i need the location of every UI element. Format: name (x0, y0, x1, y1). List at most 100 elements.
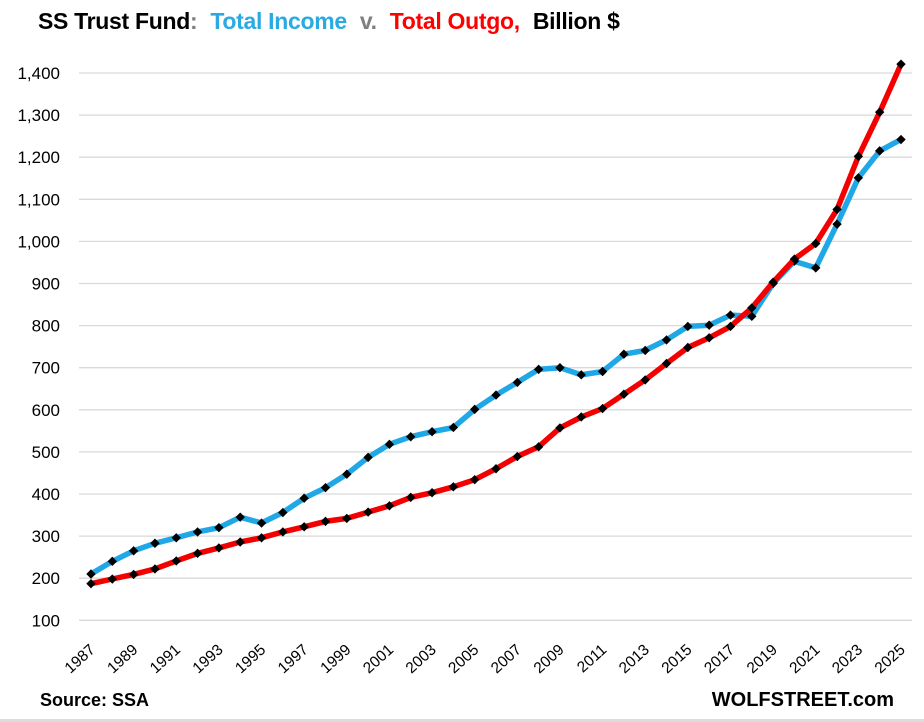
marker-diamond-total-outgo (384, 501, 395, 511)
marker-diamond-total-outgo (661, 358, 672, 369)
marker-diamond-total-income (683, 321, 693, 332)
marker-diamond-total-outgo (448, 482, 459, 492)
marker-diamond-total-outgo (299, 522, 309, 532)
marker-diamond-total-income (150, 538, 160, 548)
x-axis-tick-label: 1991 (147, 641, 184, 677)
marker-diamond-total-outgo (406, 492, 416, 503)
marker-diamond-total-outgo (363, 507, 373, 517)
marker-diamond-total-outgo (832, 204, 842, 215)
y-axis-tick-label: 1,300 (17, 106, 60, 125)
marker-diamond-total-outgo (128, 569, 139, 580)
marker-diamond-total-income (342, 469, 352, 479)
marker-diamond-total-outgo (768, 277, 778, 287)
marker-diamond-total-income (86, 569, 96, 579)
marker-diamond-total-income (512, 377, 523, 388)
marker-diamond-total-outgo (533, 442, 544, 452)
marker-diamond-total-income (256, 518, 267, 528)
marker-diamond-total-income (896, 134, 906, 145)
marker-diamond-total-income (427, 426, 437, 437)
x-axis-tick-label: 2015 (659, 641, 696, 677)
marker-diamond-total-outgo (683, 342, 693, 353)
marker-diamond-total-outgo (853, 151, 864, 162)
y-axis-tick-label: 600 (32, 401, 60, 420)
marker-diamond-total-income (704, 320, 714, 330)
marker-diamond-total-outgo (150, 564, 160, 574)
marker-diamond-total-income (811, 263, 821, 273)
x-axis-tick-label: 1989 (104, 641, 141, 677)
marker-diamond-total-income (555, 363, 565, 373)
marker-diamond-total-outgo (619, 389, 629, 399)
title-suffix: Billion $ (532, 8, 620, 34)
source-label: Source: SSA (40, 690, 150, 710)
title-colon: : (190, 8, 198, 34)
marker-diamond-total-outgo (747, 303, 757, 313)
marker-diamond-total-outgo (874, 107, 885, 117)
x-axis-tick-label: 2017 (701, 641, 738, 677)
y-axis-tick-label: 1,100 (17, 190, 60, 209)
marker-diamond-total-income (363, 452, 373, 463)
marker-diamond-total-income (597, 366, 608, 377)
x-axis-tick-label: 2019 (744, 641, 781, 677)
x-axis-tick-label: 2009 (531, 641, 568, 677)
title-income-label: Total Income (210, 8, 347, 34)
x-axis-tick-label: 1987 (62, 641, 99, 677)
marker-diamond-total-income (192, 527, 203, 537)
marker-diamond-total-outgo (214, 543, 224, 553)
y-axis-tick-label: 1,000 (17, 232, 60, 251)
title-vs-label: v. (359, 8, 377, 34)
marker-diamond-total-income (107, 556, 118, 567)
marker-diamond-total-outgo (256, 533, 267, 543)
marker-diamond-total-outgo (555, 423, 565, 433)
marker-diamond-total-outgo (512, 451, 523, 462)
marker-diamond-total-outgo (896, 59, 906, 69)
marker-diamond-total-income (448, 422, 459, 433)
marker-diamond-total-income (171, 533, 181, 543)
y-axis-tick-label: 1,400 (17, 64, 60, 83)
marker-diamond-total-outgo (235, 537, 245, 547)
marker-diamond-total-income (853, 173, 864, 183)
marker-diamond-total-outgo (640, 375, 650, 385)
marker-diamond-total-income (128, 546, 139, 556)
y-axis-tick-label: 500 (32, 443, 60, 462)
x-axis-tick-label: 1999 (317, 641, 354, 677)
marker-diamond-total-income (576, 370, 586, 380)
marker-diamond-total-income (320, 482, 331, 493)
y-axis-tick-label: 200 (32, 569, 60, 588)
marker-diamond-total-income (214, 522, 224, 533)
marker-diamond-total-outgo (725, 321, 736, 332)
y-axis-tick-label: 800 (32, 317, 60, 336)
x-axis-tick-label: 2003 (403, 641, 440, 677)
marker-diamond-total-income (832, 219, 842, 229)
x-axis-tick-label: 1997 (275, 641, 312, 677)
chart-title: SS Trust Fund: Total Income v. Total Out… (38, 8, 620, 35)
marker-diamond-total-outgo (789, 254, 800, 264)
marker-diamond-total-outgo (597, 403, 608, 414)
marker-diamond-total-outgo (320, 516, 331, 527)
x-axis-tick-label: 2005 (445, 641, 482, 677)
y-axis-tick-label: 300 (32, 527, 60, 546)
x-axis-tick-label: 2007 (488, 641, 525, 677)
marker-diamond-total-income (725, 310, 736, 320)
marker-diamond-total-outgo (811, 238, 821, 249)
marker-diamond-total-outgo (469, 474, 480, 485)
y-axis-tick-label: 700 (32, 359, 60, 378)
marker-diamond-total-outgo (192, 548, 203, 559)
series-line-total-income (88, 136, 904, 577)
title-outgo-label: Total Outgo (389, 8, 514, 34)
y-axis-tick-label: 400 (32, 485, 60, 504)
x-axis-tick-label: 2025 (872, 641, 909, 677)
marker-diamond-total-income (384, 439, 395, 450)
series-line-total-outgo (88, 61, 904, 587)
x-axis-tick-label: 2021 (786, 641, 823, 677)
marker-diamond-total-outgo (342, 513, 352, 524)
y-axis-tick-label: 1,200 (17, 148, 60, 167)
y-axis-tick-label: 900 (32, 275, 60, 294)
x-axis-tick-label: 1995 (232, 641, 269, 677)
marker-diamond-total-income (533, 364, 544, 375)
bottom-edge-divider (0, 719, 924, 722)
marker-diamond-total-income (747, 311, 757, 322)
marker-diamond-total-income (278, 507, 288, 518)
marker-diamond-total-income (640, 345, 650, 356)
